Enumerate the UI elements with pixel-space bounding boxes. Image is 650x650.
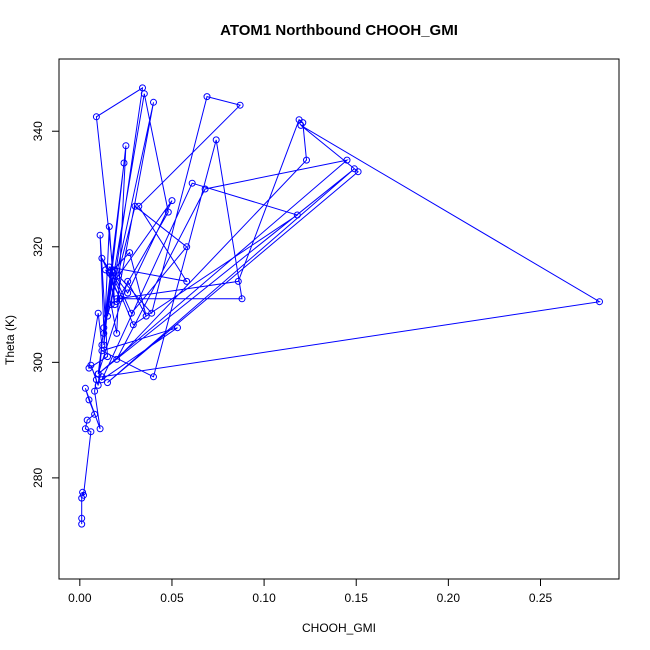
series-line: [81, 86, 601, 525]
data-point: [131, 202, 139, 210]
x-tick-label: 0.15: [345, 591, 369, 605]
data-point: [354, 168, 362, 176]
data-point: [87, 428, 95, 436]
data-point: [104, 353, 111, 361]
data-point: [96, 425, 104, 433]
data-point: [109, 269, 117, 277]
plot-border: [58, 58, 620, 580]
data-point: [94, 381, 102, 389]
data-point: [79, 488, 87, 496]
data-point: [122, 142, 130, 150]
data-point: [81, 384, 89, 392]
data-point: [203, 93, 211, 101]
x-tick-label: 0.05: [160, 591, 184, 605]
data-point: [98, 373, 106, 381]
data-point: [96, 231, 104, 239]
data-point: [142, 312, 150, 320]
data-point: [105, 223, 113, 231]
data-point: [81, 425, 89, 433]
data-point: [150, 98, 157, 106]
y-tick-label: 340: [31, 121, 45, 141]
y-axis-label: Theta (K): [3, 315, 17, 365]
x-tick-label: 0.25: [529, 591, 553, 605]
x-tick-label: 0.20: [437, 591, 461, 605]
data-point: [91, 387, 99, 395]
data-point: [126, 249, 134, 257]
data-point: [129, 321, 137, 329]
data-point: [113, 298, 121, 306]
data-point: [188, 179, 196, 187]
data-point: [80, 491, 87, 499]
data-point: [83, 416, 91, 424]
y-tick-label: 320: [31, 236, 45, 256]
y-axis: 280 300 320 340: [31, 121, 59, 488]
data-point: [183, 243, 191, 251]
series-layer: [78, 84, 603, 528]
data-point: [113, 295, 121, 303]
data-point: [98, 376, 106, 384]
data-point: [104, 312, 111, 320]
data-point: [135, 202, 143, 210]
chart-title: ATOM1 Northbound CHOOH_GMI: [220, 22, 458, 39]
data-point: [164, 208, 172, 216]
data-point: [78, 514, 86, 522]
data-point: [113, 329, 121, 337]
data-point: [107, 301, 115, 309]
data-point: [94, 309, 102, 317]
data-point: [150, 373, 157, 381]
data-point: [85, 396, 93, 404]
data-point: [297, 121, 305, 129]
data-point: [201, 185, 209, 193]
plot-frame: [58, 58, 620, 580]
data-point: [596, 298, 603, 306]
data-point: [113, 355, 121, 363]
data-point: [91, 410, 99, 418]
data-point: [236, 101, 244, 109]
data-point: [343, 156, 351, 164]
data-point: [140, 90, 148, 98]
x-tick-label: 0.10: [252, 591, 276, 605]
data-point: [104, 379, 111, 387]
data-point: [238, 295, 246, 303]
data-point: [127, 309, 135, 317]
data-point: [124, 277, 132, 285]
y-tick-label: 300: [31, 352, 45, 372]
data-point: [168, 197, 176, 205]
data-point: [293, 211, 301, 219]
data-point: [212, 136, 220, 144]
x-axis-label: CHOOH_GMI: [302, 621, 376, 635]
data-point: [148, 309, 156, 317]
data-point: [183, 277, 191, 285]
x-axis: 0.00 0.05 0.10 0.15 0.20 0.25: [68, 579, 553, 605]
x-tick-label: 0.00: [68, 591, 92, 605]
data-point: [303, 156, 310, 164]
data-point: [115, 272, 122, 280]
data-point: [98, 254, 106, 262]
data-point: [174, 324, 181, 332]
data-point: [105, 263, 113, 271]
data-point: [234, 277, 242, 285]
data-point: [92, 113, 100, 121]
y-tick-label: 280: [31, 468, 45, 488]
data-point: [120, 159, 128, 167]
data-point: [85, 364, 93, 372]
data-point: [124, 289, 132, 297]
data-point: [98, 347, 106, 355]
data-point: [100, 329, 108, 337]
